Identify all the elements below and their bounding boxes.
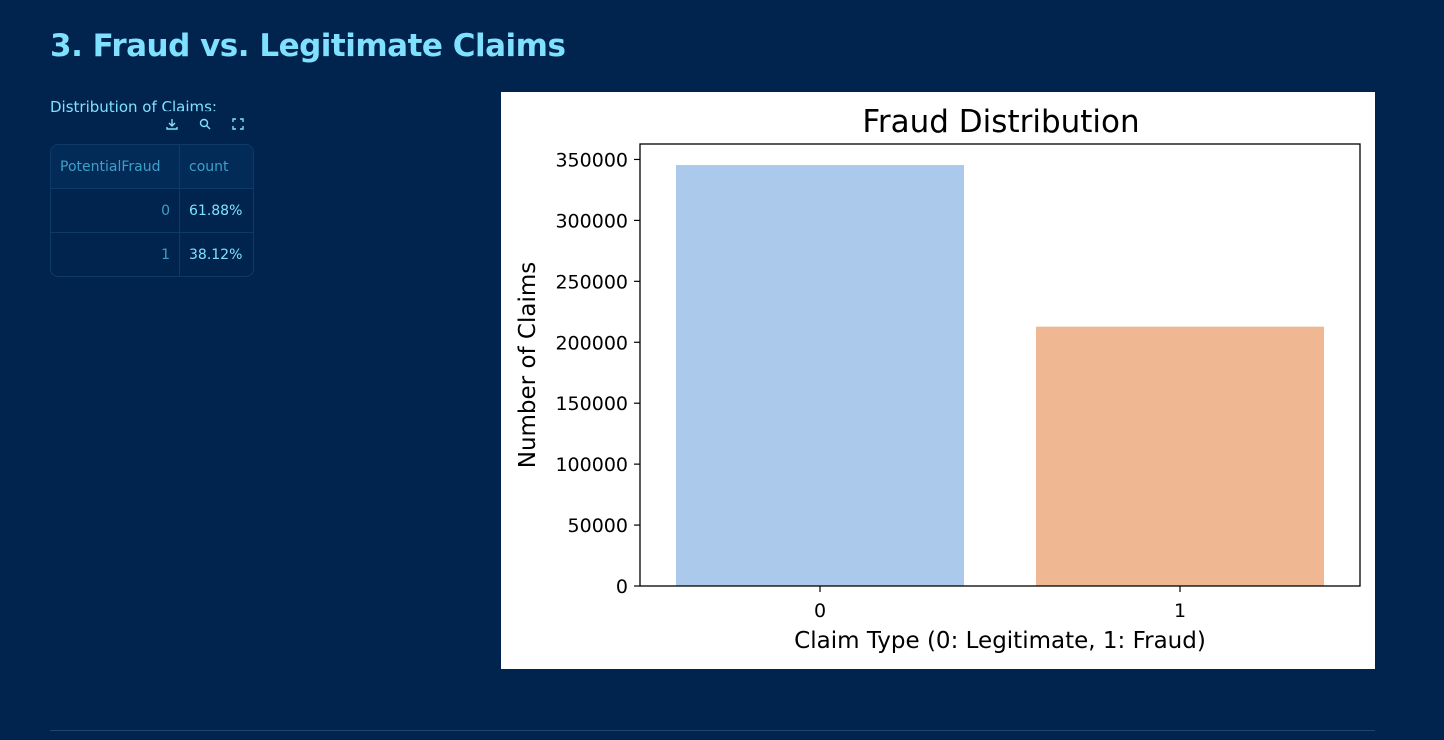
- chart-title: Fraud Distribution: [862, 104, 1139, 140]
- row-index-cell[interactable]: 1: [51, 232, 180, 276]
- download-icon[interactable]: [163, 115, 181, 133]
- plot-frame: [639, 143, 1361, 587]
- table-row: 0 61.88%: [51, 188, 253, 233]
- dataframe-toolbar: [155, 111, 255, 137]
- y-tick-label: 350000: [555, 149, 628, 171]
- count-cell[interactable]: 61.88%: [179, 188, 253, 233]
- x-axis-label: Claim Type (0: Legitimate, 1: Fraud): [794, 628, 1206, 654]
- claims-distribution-table[interactable]: PotentialFraud count 0 61.88% 1 38.12%: [50, 144, 254, 277]
- section-divider: [50, 730, 1375, 731]
- section-title: 3. Fraud vs. Legitimate Claims: [50, 28, 566, 64]
- x-tick-label: 1: [1174, 600, 1186, 622]
- y-tick-label: 50000: [568, 515, 628, 537]
- chart-svg: Fraud Distribution 0 50000 100000 150000 200…: [515, 104, 1361, 654]
- y-tick-label: 250000: [555, 271, 628, 293]
- fraud-distribution-chart: Fraud Distribution 0 50000 100000 150000 200…: [501, 92, 1375, 669]
- bar-1: [1036, 326, 1324, 586]
- column-header-potentialfraud[interactable]: PotentialFraud: [51, 145, 180, 189]
- bars: [676, 165, 1324, 586]
- y-tick-label: 100000: [555, 454, 628, 476]
- column-header-count[interactable]: count: [179, 145, 253, 189]
- y-axis-label: Number of Claims: [515, 262, 541, 469]
- table-row: 1 38.12%: [51, 232, 253, 276]
- y-tick-label: 300000: [555, 210, 628, 232]
- fullscreen-icon[interactable]: [229, 115, 247, 133]
- y-tick-label: 0: [616, 576, 628, 598]
- row-index-cell[interactable]: 0: [51, 188, 180, 233]
- y-axis: 0 50000 100000 150000 200000 250000 300000 3500…: [555, 149, 640, 598]
- y-tick-label: 150000: [555, 393, 628, 415]
- y-tick-label: 200000: [555, 332, 628, 354]
- x-tick-label: 0: [814, 600, 826, 622]
- search-icon[interactable]: [196, 115, 214, 133]
- bar-0: [676, 165, 964, 586]
- table-header-row: PotentialFraud count: [51, 145, 253, 189]
- count-cell[interactable]: 38.12%: [189, 246, 243, 263]
